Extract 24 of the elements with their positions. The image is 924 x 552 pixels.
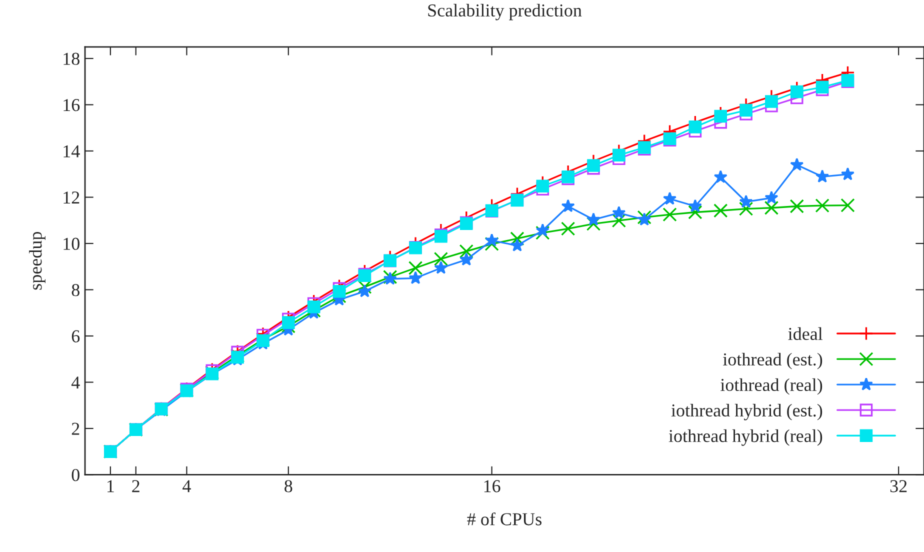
x-tick-label: 1	[108, 480, 114, 492]
legend-label: iothread (real)	[720, 378, 822, 395]
x-tick-label: 8	[284, 480, 292, 492]
y-tick-label: 14	[64, 145, 80, 158]
y-tick-label: 4	[71, 376, 80, 388]
x-tick-label: 32	[890, 480, 907, 492]
y-tick-label: 10	[64, 238, 80, 250]
y-tick-label: 12	[64, 192, 80, 204]
chart-title: Scalability prediction	[428, 4, 582, 20]
y-tick-label: 6	[72, 330, 80, 342]
y-tick-label: 2	[72, 422, 80, 435]
y-axis-title: speedup	[29, 232, 46, 290]
x-tick-label: 16	[484, 480, 500, 492]
y-tick-label: 16	[64, 99, 80, 112]
y-tick-label: 8	[72, 284, 80, 296]
legend-label: iothread hybrid (real)	[668, 429, 822, 446]
y-tick-label: 0	[72, 468, 80, 482]
legend-label: ideal	[788, 327, 823, 340]
y-tick-label: 18	[64, 52, 80, 65]
x-tick-label: 2	[132, 480, 140, 492]
legend-label: iothread hybrid (est.)	[671, 404, 822, 420]
legend-label: iothread (est.)	[723, 352, 822, 370]
x-axis-title: # of CPUs	[467, 512, 542, 526]
x-tick-label: 4	[182, 480, 191, 492]
